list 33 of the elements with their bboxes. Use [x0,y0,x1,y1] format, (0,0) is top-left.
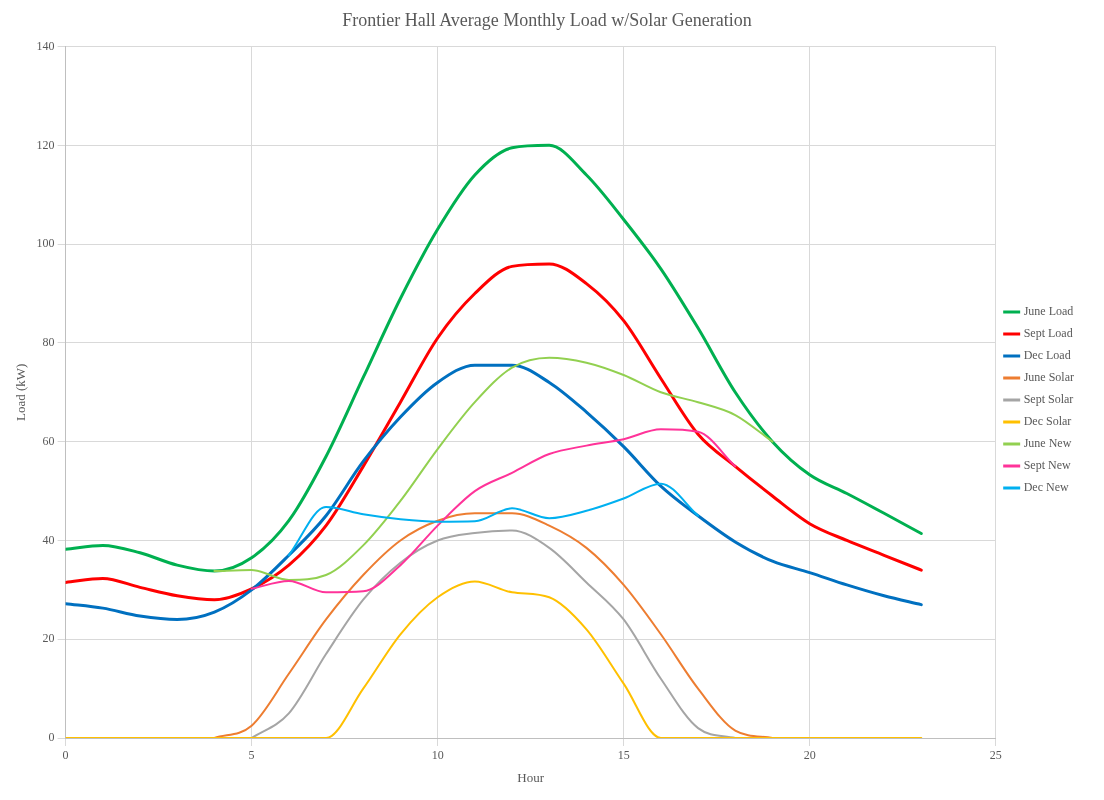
y-tick-label: 20 [42,631,55,646]
legend-label: Sept Solar [1023,392,1074,407]
line-series [65,262,923,602]
y-axis-title: Load (kW) [13,363,29,421]
line-series [65,143,923,573]
x-axis-title: Hour [517,769,545,785]
y-tick-label: 140 [36,38,55,53]
y-tick-label: 100 [36,236,55,251]
line-series [65,580,923,738]
legend-label: Dec New [1023,480,1069,495]
y-tick-label: 80 [42,335,55,350]
legend-label: June Load [1023,304,1074,319]
x-tick-label: 0 [62,748,69,763]
y-tick-label: 120 [36,137,55,152]
legend-label: Dec Load [1023,348,1071,363]
y-tick-label: 60 [42,433,55,448]
line-series [65,363,923,621]
chart-title: Frontier Hall Average Monthly Load w/Solar Generation [342,9,752,30]
legend-label: Sept New [1023,458,1071,473]
x-tick-label: 20 [803,748,816,763]
legend-label: June Solar [1023,370,1074,385]
y-tick-label: 40 [42,532,55,547]
x-tick-label: 25 [989,748,1002,763]
legend-label: June New [1023,436,1072,451]
legend-label: Sept Load [1023,326,1073,341]
x-tick-label: 10 [431,748,444,763]
x-tick-label: 15 [617,748,630,763]
x-tick-label: 5 [248,748,255,763]
line-series [287,482,700,557]
line-series [213,356,774,581]
line-series [250,428,737,594]
y-tick-label: 0 [48,730,55,745]
legend-label: Dec Solar [1023,414,1072,429]
